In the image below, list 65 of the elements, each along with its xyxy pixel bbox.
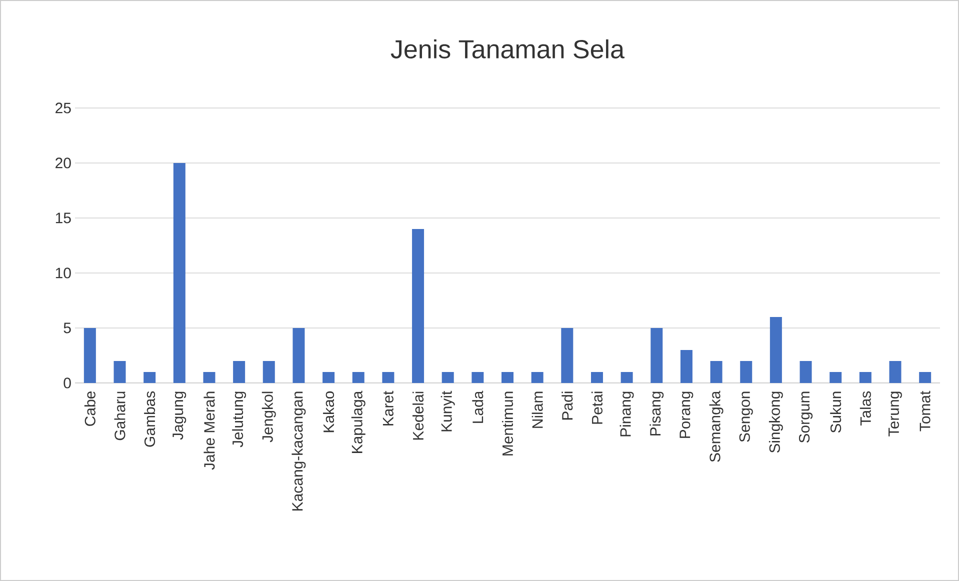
x-tick-label: Singkong <box>768 392 783 453</box>
x-tick-label: Jengkol <box>262 392 276 442</box>
bar <box>472 372 484 383</box>
y-tick-label: 5 <box>64 322 71 334</box>
x-tick-label: Pisang <box>650 392 664 436</box>
bar <box>292 328 305 383</box>
bar <box>770 316 782 383</box>
bar <box>919 372 932 383</box>
bar <box>84 328 96 383</box>
y-tick-label: 25 <box>56 102 71 114</box>
x-tick-label: Kakao <box>323 391 334 432</box>
bar <box>262 360 275 383</box>
y-tick-label: 20 <box>56 158 71 168</box>
y-tick-label: 15 <box>56 212 71 224</box>
x-tick-label: Kapulaga <box>351 390 366 453</box>
bar <box>830 372 842 383</box>
y-tick-label: 0 <box>64 378 71 388</box>
bar <box>531 372 544 383</box>
x-tick-label: Jelutung <box>232 392 246 448</box>
x-tick-label: Semangka <box>709 390 724 462</box>
x-tick-label: Pinang <box>620 392 634 436</box>
bar <box>650 328 663 383</box>
bar <box>859 372 872 383</box>
x-tick-label: Gambas <box>144 391 156 447</box>
x-tick-label: Talas <box>860 391 871 426</box>
x-tick-label: Porang <box>680 392 694 438</box>
x-tick-label: Tomat <box>920 390 930 432</box>
bar <box>233 360 246 383</box>
bar <box>382 372 394 383</box>
x-tick-label: Terung <box>888 392 902 436</box>
bar <box>620 372 633 383</box>
bar <box>412 228 424 383</box>
x-tick-label: Cabe <box>84 391 96 426</box>
bar <box>144 372 156 383</box>
x-tick-label: Lada <box>472 390 484 423</box>
x-tick-label: Padi <box>562 392 573 420</box>
bar <box>710 360 722 383</box>
x-tick-label: Sengon <box>739 392 753 442</box>
bar <box>800 360 812 383</box>
x-tick-label: Jagung <box>172 392 186 440</box>
x-tick-label: Sukun <box>830 392 842 433</box>
chart-title: Jenis Tanaman Sela <box>390 39 625 58</box>
x-tick-label: Karet <box>382 390 394 426</box>
bar <box>442 372 454 383</box>
bar <box>352 372 364 383</box>
bar <box>322 372 335 383</box>
y-tick-label: 10 <box>56 268 71 278</box>
bar <box>680 350 692 383</box>
bar <box>203 372 216 383</box>
x-tick-label: Nilam <box>532 392 543 428</box>
x-tick-label: Gaharu <box>114 392 126 440</box>
x-tick-label: Kedelai <box>412 392 424 440</box>
x-tick-label: Jahe Merah <box>204 392 215 470</box>
x-tick-label: Mentimun <box>502 392 514 456</box>
x-tick-label: Kacang-kacangan <box>292 392 306 510</box>
bar <box>590 372 603 383</box>
bar <box>740 360 752 383</box>
bar <box>173 162 186 383</box>
x-tick-label: Kunyit <box>440 390 455 432</box>
x-tick-label: Sorgum <box>798 392 813 443</box>
bar <box>114 360 126 383</box>
bar <box>502 372 514 383</box>
x-tick-label: Petai <box>591 392 602 424</box>
bar <box>889 360 902 383</box>
bar <box>561 328 574 383</box>
